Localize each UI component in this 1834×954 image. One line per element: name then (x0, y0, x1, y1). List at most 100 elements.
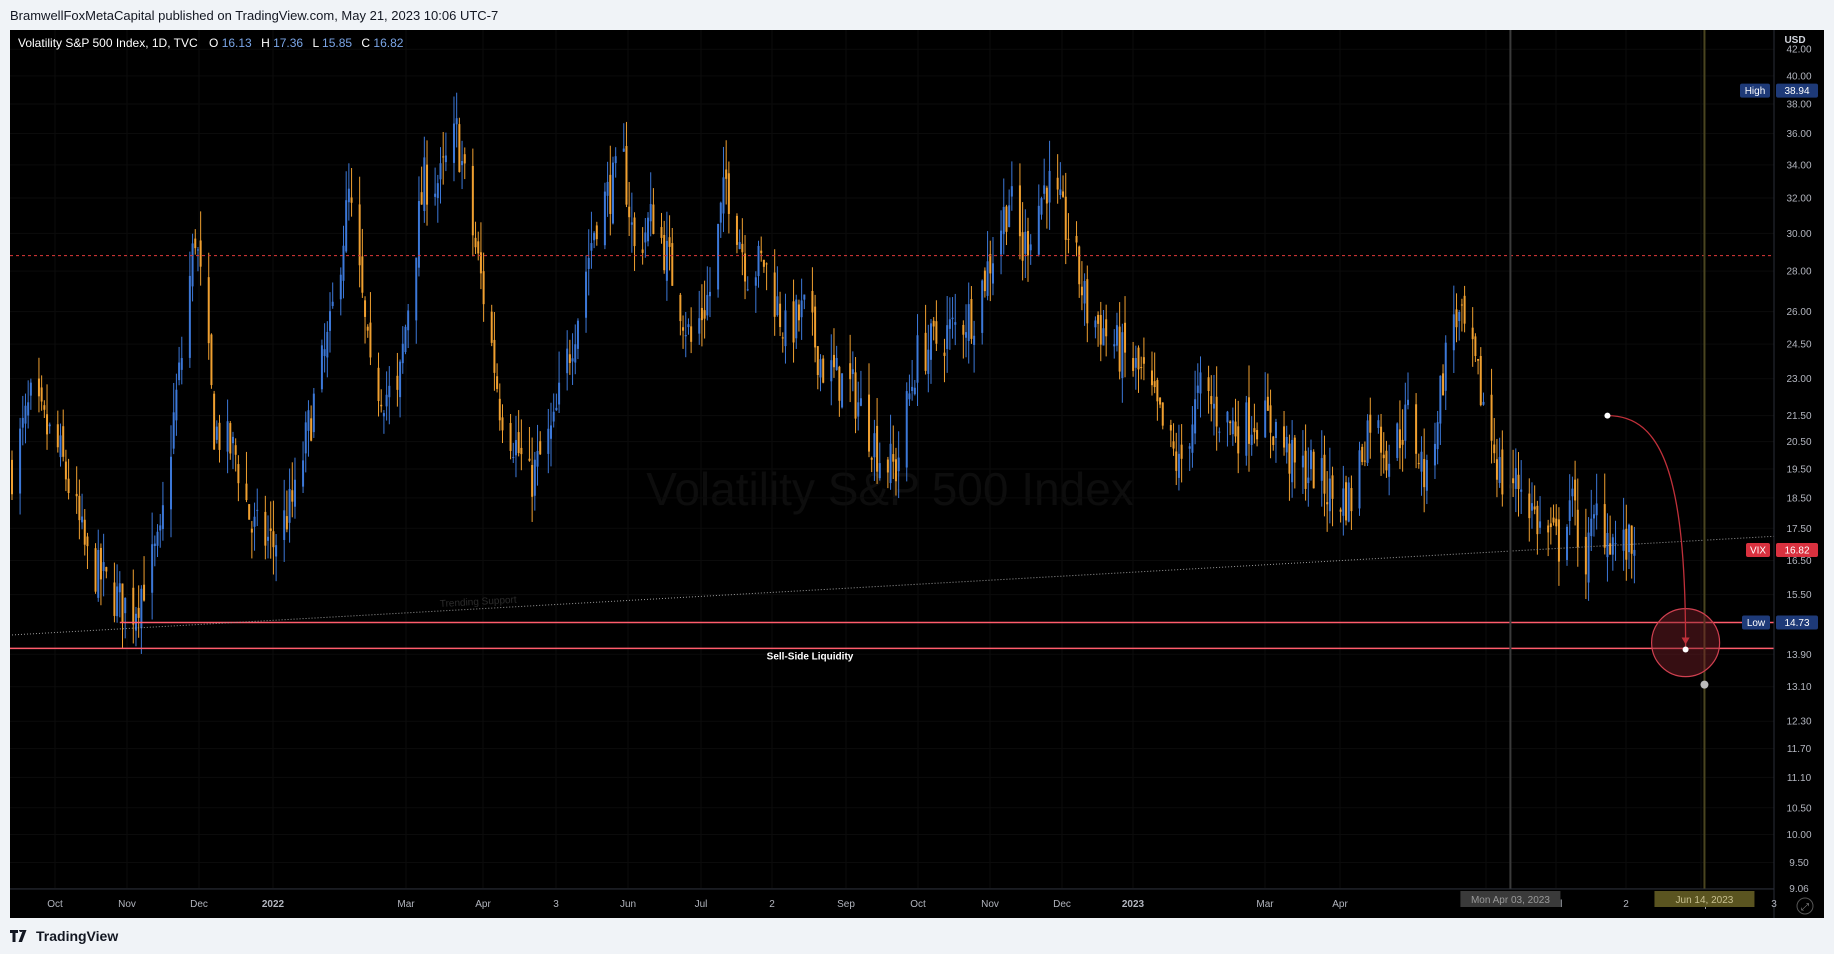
candle-body (1080, 286, 1083, 296)
candle-body (140, 588, 143, 629)
high-tag-value: 38.94 (1784, 86, 1809, 97)
candle-body (539, 441, 542, 455)
candle-body (307, 410, 310, 431)
date-label-2-box (1654, 891, 1755, 907)
brand-name: TradingView (36, 928, 119, 944)
time-tick-label: 3 (1771, 899, 1777, 910)
price-tick-label: 28.00 (1786, 267, 1811, 278)
time-tick-label: Jul (695, 899, 708, 910)
time-tick-label: 2022 (262, 899, 285, 910)
candle-body (811, 290, 814, 313)
candle-body (932, 320, 935, 327)
candle-body (849, 363, 852, 380)
time-tick-label: Nov (118, 899, 136, 910)
sell-side-liquidity-label: Sell-Side Liquidity (767, 651, 854, 662)
candle-body (436, 183, 439, 199)
candle-body (1566, 526, 1569, 560)
candle-body (1312, 451, 1315, 489)
candle-body (838, 366, 841, 401)
candle-body (1169, 424, 1172, 431)
candle-body (1479, 356, 1482, 406)
candle-body (1369, 414, 1372, 433)
low-tag-label: Low (1747, 618, 1766, 629)
price-tick-label: 40.00 (1786, 71, 1811, 82)
candle-body (533, 459, 536, 496)
price-scale[interactable]: USD 42.00 40.00 38.00 36.00 34.00 32.00 30.00 2… (1773, 30, 1812, 918)
candle-body (679, 294, 682, 322)
candle-body (170, 456, 173, 510)
candle-body (946, 325, 949, 349)
chart-svg[interactable]: Volatility S&P 500 Index USD 42.0040.003… (10, 30, 1824, 918)
candles (11, 92, 1636, 654)
candle-body (859, 398, 862, 406)
legend[interactable]: Volatility S&P 500 Index, 1D, TVC O 16.1… (18, 36, 404, 50)
candle-body (609, 174, 612, 214)
candle-body (312, 393, 315, 433)
candle-body (97, 549, 100, 598)
candle-body (1029, 244, 1032, 251)
candle-body (568, 354, 571, 363)
candle-body (765, 263, 768, 265)
candle-body (668, 237, 671, 247)
tradingview-logo[interactable]: TradingView (10, 928, 118, 944)
candle-body (1530, 503, 1533, 511)
candle-body (965, 332, 968, 338)
candle-body (420, 192, 423, 205)
candle-body (1156, 380, 1159, 402)
candle-body (1067, 238, 1070, 240)
price-tick-label: 18.50 (1786, 493, 1811, 504)
candle-body (490, 311, 493, 343)
candle-body (1083, 280, 1086, 304)
candle-body (1326, 502, 1329, 505)
candle-body (841, 373, 844, 408)
trending-support-line (11, 535, 1775, 636)
price-tick-label: 15.50 (1786, 590, 1811, 601)
candle-body (461, 161, 464, 166)
time-tick-label: Apr (475, 899, 491, 910)
candle-body (682, 327, 685, 331)
candle-body (102, 562, 105, 571)
candle-body (442, 156, 445, 158)
candle-body (501, 417, 504, 431)
candle-body (382, 413, 385, 417)
candle-body (792, 301, 795, 343)
price-tick-label: 30.00 (1786, 229, 1811, 240)
candle-body (113, 582, 116, 616)
chart-pane[interactable]: Volatility S&P 500 Index USD 42.00 40.00 3… (10, 30, 1824, 918)
candle-body (452, 123, 455, 163)
candle-body (935, 321, 938, 344)
vertical-line-date-label-1: Mon Apr 03, 2023 (1460, 891, 1561, 907)
candle-body (776, 296, 779, 316)
candle-body (64, 461, 67, 480)
high-tag-box (1740, 83, 1770, 98)
candle-body (1587, 532, 1590, 583)
candle-body (1382, 454, 1385, 459)
date-label-1-box (1460, 891, 1561, 907)
candle-body (1425, 460, 1428, 491)
candle-body (1396, 423, 1399, 458)
candle-body (178, 362, 181, 381)
scale-settings-button[interactable]: ⤢ (1796, 897, 1814, 915)
candle-body (234, 445, 237, 455)
candle-body (1231, 420, 1234, 435)
legend-title: Volatility S&P 500 Index, 1D, TVC (18, 36, 198, 50)
candle-body (1226, 411, 1229, 423)
time-tick-label: Mar (397, 899, 415, 910)
candle-body (986, 261, 989, 296)
candle-body (1266, 396, 1269, 411)
candle-body (1105, 319, 1108, 337)
candle-body (304, 422, 307, 454)
currency-label: USD (1784, 35, 1805, 46)
candle-body (1347, 482, 1350, 522)
candle-body (426, 164, 429, 205)
candle-body (1555, 518, 1558, 527)
candle-body (991, 263, 994, 284)
candle-body (547, 428, 550, 454)
low-price-tag: Low 14.73 (1742, 615, 1818, 630)
candle-body (738, 242, 741, 249)
candle-body (302, 460, 305, 487)
candle-body (754, 277, 757, 286)
candle-body (625, 146, 628, 205)
candle-body (404, 326, 407, 353)
vix-tag-label: VIX (1750, 545, 1766, 556)
